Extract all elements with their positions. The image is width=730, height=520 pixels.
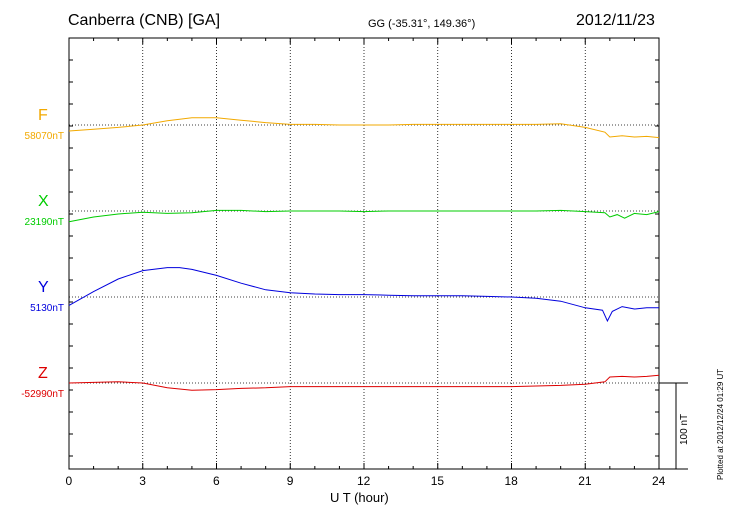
- plot-date: 2012/11/23: [576, 12, 655, 29]
- x-tick-label: 0: [65, 474, 73, 488]
- plotted-timestamp: Plotted at 2012/12/24 01:29 UT: [716, 368, 725, 480]
- x-tick-label: 12: [357, 474, 371, 488]
- x-axis-label: U T (hour): [330, 490, 389, 505]
- scale-bar-label: 100 nT: [679, 413, 690, 445]
- component-label-y: Y: [38, 279, 49, 296]
- x-tick-label: 15: [430, 474, 445, 488]
- baseline-value-x: 23190nT: [24, 217, 64, 228]
- series-f-line: [68, 117, 660, 139]
- x-tick-label: 24: [652, 474, 666, 488]
- baseline-value-y: 5130nT: [30, 303, 64, 314]
- x-tick-label: 6: [213, 474, 220, 488]
- x-tick-label: 9: [286, 474, 294, 488]
- baseline-value-z: -52990nT: [21, 389, 64, 400]
- series-y-line: [68, 267, 659, 323]
- component-label-z: Z: [38, 365, 48, 382]
- x-tick-label: 3: [139, 474, 146, 488]
- x-tick-label: 21: [578, 474, 592, 488]
- x-tick-label: 18: [504, 474, 518, 488]
- baseline-value-f: 58070nT: [24, 131, 64, 142]
- station-title: Canberra (CNB) [GA]: [68, 12, 221, 29]
- series-z-line: [68, 374, 660, 391]
- series-x-line: [68, 209, 660, 223]
- station-coordinates: GG (-35.31°, 149.36°): [368, 18, 476, 30]
- component-label-f: F: [38, 107, 48, 124]
- component-label-x: X: [38, 193, 49, 210]
